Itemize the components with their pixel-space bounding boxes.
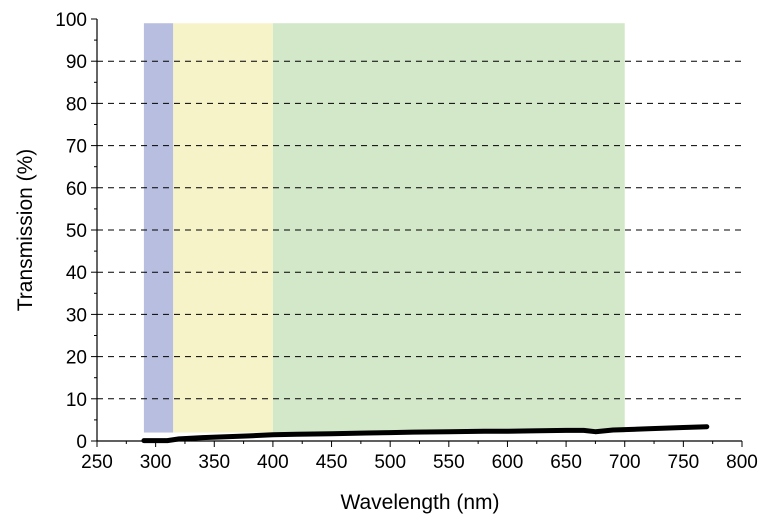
- y-tick-label: 10: [66, 390, 87, 411]
- y-tick-label: 80: [66, 94, 87, 115]
- grid-lines: [97, 60, 742, 400]
- x-tick-label: 400: [257, 452, 289, 473]
- x-axis-title: Wavelength (nm): [340, 491, 499, 514]
- tick-marks: [91, 18, 743, 447]
- x-tick-label: 650: [550, 452, 582, 473]
- band-2: [272, 23, 625, 433]
- wavelength-bands: [143, 23, 625, 433]
- y-tick-label: 0: [76, 432, 87, 453]
- x-tick-label: 500: [374, 452, 406, 473]
- x-tick-label: 250: [81, 452, 113, 473]
- x-tick-label: 700: [609, 452, 641, 473]
- y-tick-label: 70: [66, 137, 87, 158]
- x-tick-label: 350: [198, 452, 230, 473]
- series-line-0: [141, 424, 710, 444]
- y-tick-label: 60: [66, 179, 87, 200]
- y-tick-label: 90: [66, 52, 87, 73]
- x-tick-label: 800: [726, 452, 758, 473]
- x-tick-label: 750: [668, 452, 700, 473]
- y-tick-label: 30: [66, 305, 87, 326]
- data-series: [141, 424, 710, 444]
- y-axis-title: Transmission (%): [14, 149, 37, 312]
- x-tick-label: 600: [492, 452, 524, 473]
- tick-labels: 250 300 350 400 450 500 550 600 650 700 750 800 0 10 2…: [55, 10, 758, 473]
- band-0: [143, 23, 174, 433]
- x-tick-label: 300: [140, 452, 172, 473]
- y-tick-label: 40: [66, 263, 87, 284]
- x-tick-label: 550: [433, 452, 465, 473]
- x-tick-label: 450: [316, 452, 348, 473]
- band-1: [173, 23, 273, 433]
- y-tick-label: 100: [55, 10, 87, 31]
- y-tick-label: 50: [66, 221, 87, 242]
- y-tick-label: 20: [66, 348, 87, 369]
